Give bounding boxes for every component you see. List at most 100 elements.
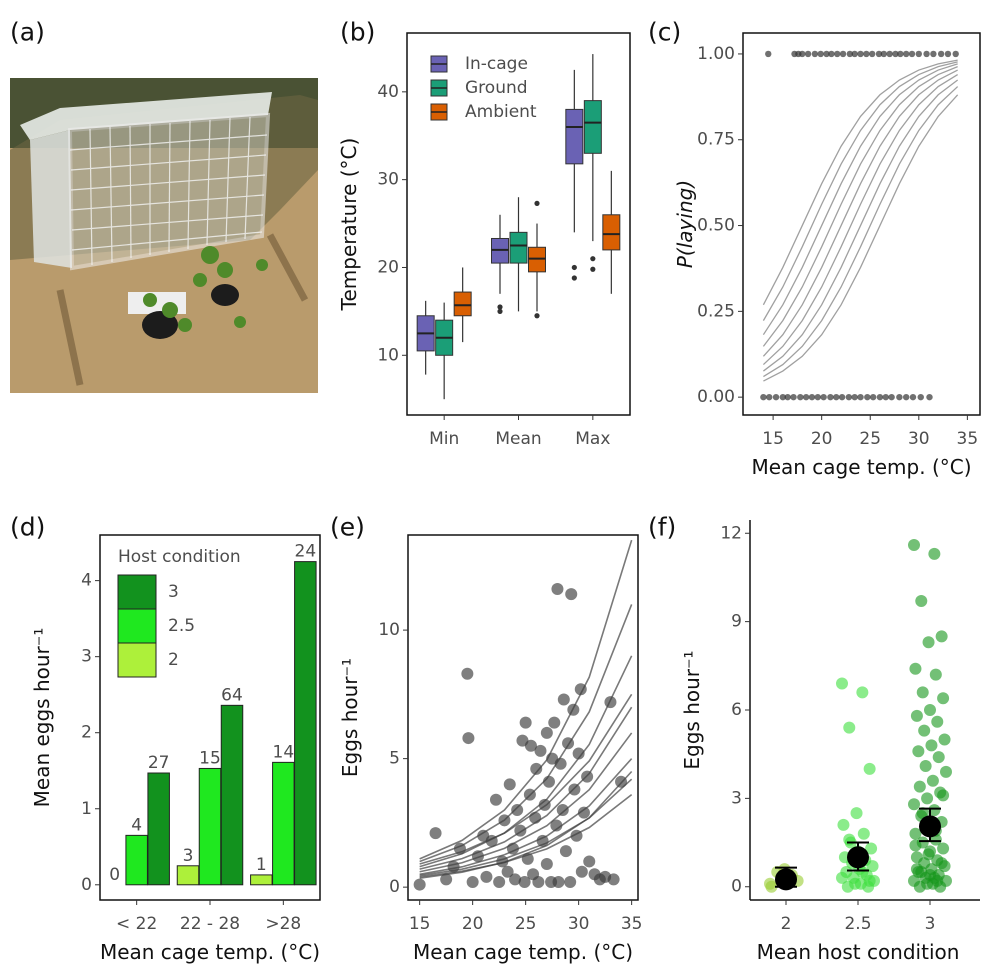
point (923, 50, 930, 58)
cage-side (30, 130, 72, 268)
panel-label: (e) (330, 513, 365, 542)
fit-curve (419, 693, 633, 865)
y-axis-label: Temperature (°C) (337, 138, 361, 312)
x-axis-label: Mean cage temp. (°C) (751, 455, 971, 479)
point (868, 50, 876, 58)
y-tick-label: 0.75 (697, 130, 735, 150)
panel-label: (a) (10, 18, 45, 47)
point (917, 393, 924, 401)
point (843, 833, 856, 846)
bar (220, 704, 244, 886)
point (922, 848, 935, 861)
point (856, 686, 869, 699)
count-label: 3 (183, 846, 194, 866)
point (607, 873, 620, 886)
point (604, 696, 617, 709)
outlier (497, 304, 503, 310)
point (552, 876, 565, 889)
point (924, 704, 936, 716)
x-tick-label: Mean (495, 429, 541, 449)
point (551, 582, 564, 595)
point (935, 630, 948, 643)
y-axis-label: Eggs hour⁻¹ (680, 650, 704, 769)
point (540, 726, 553, 739)
point (548, 716, 561, 729)
outlier (534, 313, 540, 319)
fit-curve (762, 59, 958, 306)
point (880, 50, 888, 58)
point (915, 595, 928, 608)
point (869, 393, 877, 401)
fit-curve (763, 86, 959, 378)
fit-curve (419, 706, 633, 870)
y-tick-label: 0 (389, 877, 400, 897)
point (908, 50, 916, 58)
legend-label: In-cage (465, 54, 528, 74)
outlier (590, 266, 596, 272)
fit-curve (419, 778, 633, 877)
point (928, 804, 941, 817)
point (814, 393, 821, 401)
fit-curve (419, 732, 633, 873)
fit-curve (419, 539, 633, 860)
x-axis-label: Mean cage temp. (°C) (413, 940, 633, 964)
point (909, 827, 922, 840)
point (559, 845, 572, 858)
point (902, 50, 910, 58)
point (908, 798, 920, 811)
x-tick-label: 30 (568, 914, 590, 934)
bar (147, 772, 170, 886)
point (534, 744, 547, 757)
pot (211, 284, 239, 306)
fit-curve (419, 604, 633, 863)
x-tick-label: 2 (781, 914, 792, 934)
point (845, 393, 853, 401)
point (846, 50, 854, 58)
point (839, 50, 847, 58)
point (511, 804, 524, 817)
point (440, 873, 453, 886)
y-tick-label: 1.00 (697, 44, 735, 64)
point (575, 865, 588, 878)
point (944, 50, 952, 58)
panel-label: (c) (648, 18, 681, 47)
y-tick-label: 4 (81, 571, 92, 591)
point (804, 50, 812, 58)
y-tick-label: 0 (731, 877, 742, 897)
point (772, 393, 780, 401)
point (902, 393, 910, 401)
y-tick-label: 10 (378, 620, 400, 640)
legend-label: Ground (465, 78, 528, 98)
legend-label: Ambient (465, 102, 537, 122)
mean-point (775, 868, 797, 891)
y-axis-label: P(laying) (673, 180, 697, 268)
point (866, 860, 879, 873)
mean-point (919, 815, 941, 838)
point (577, 806, 590, 819)
point (779, 393, 787, 401)
y-tick-label: 40 (377, 82, 399, 102)
plants (143, 246, 268, 332)
point (910, 863, 923, 876)
count-label: 64 (221, 685, 243, 705)
point (765, 880, 778, 893)
point (817, 50, 824, 58)
point (540, 858, 553, 871)
point (931, 715, 944, 728)
point (797, 393, 804, 401)
point (876, 393, 884, 401)
point (766, 393, 773, 401)
box (453, 291, 472, 317)
point (799, 50, 806, 58)
point (909, 393, 917, 401)
point (922, 636, 935, 649)
y-tick-label: 0 (81, 875, 92, 895)
point (863, 762, 876, 775)
photo (10, 78, 318, 393)
point (466, 876, 479, 889)
y-tick-label: 0.25 (697, 301, 735, 321)
point (572, 747, 585, 760)
x-tick-label: Min (429, 429, 459, 449)
point (921, 792, 934, 805)
